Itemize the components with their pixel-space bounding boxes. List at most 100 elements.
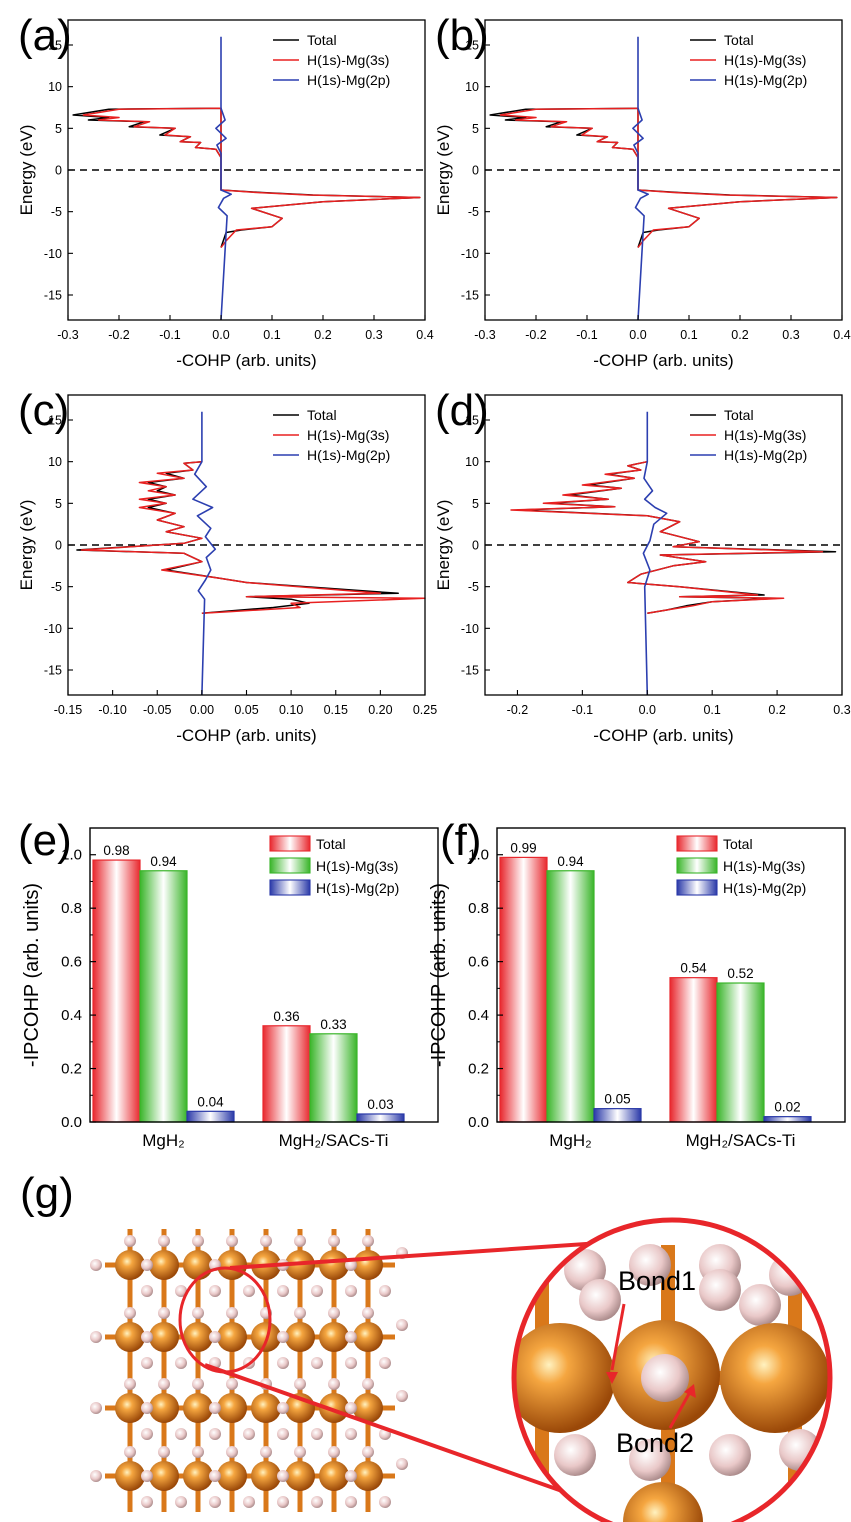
y-axis-title: -IPCOHP (arb. units) <box>21 883 43 1067</box>
mg-atom <box>285 1461 315 1491</box>
legend-entry: H(1s)-Mg(3s) <box>724 52 806 68</box>
x-tick-label: 0.0 <box>639 703 656 717</box>
mg-atom <box>183 1461 213 1491</box>
mg-atom <box>217 1322 247 1352</box>
panel-label: (b) <box>435 11 489 60</box>
mg-atom <box>319 1393 349 1423</box>
x-tick-label: 0.2 <box>731 328 748 342</box>
y-tick-label: 0.2 <box>468 1061 489 1078</box>
bar-h1s-mg3s <box>716 982 765 1123</box>
mg-atom <box>353 1393 383 1423</box>
h-atom <box>158 1446 170 1458</box>
bar-total <box>92 859 141 1123</box>
mgh2-lattice <box>90 1229 408 1512</box>
x-axis-title: -COHP (arb. units) <box>593 351 733 370</box>
h-atom <box>641 1354 689 1402</box>
y-tick-label: -15 <box>44 289 62 303</box>
h-atom <box>709 1434 751 1476</box>
x-tick-label: -0.2 <box>507 703 529 717</box>
y-tick-label: 0.4 <box>61 1007 82 1024</box>
bar-total <box>669 977 718 1123</box>
h-atom <box>328 1378 340 1390</box>
cohp-panel-a: (a) -0.3 -0.2 -0.1 0.0 0.1 0.2 0.3 0.4 15 10 5 0 -5 -1… <box>17 11 434 370</box>
legend-entry: Total <box>307 407 337 423</box>
y-tick-label: 0.8 <box>61 900 82 917</box>
x-axis-title: -COHP (arb. units) <box>176 351 316 370</box>
h-atom <box>699 1269 741 1311</box>
category-label: MgH₂ <box>549 1131 592 1150</box>
legend-swatch <box>676 835 718 852</box>
bond2-arrow <box>668 1391 692 1429</box>
category-label: MgH₂ <box>142 1131 185 1150</box>
h-atom <box>90 1331 102 1343</box>
h-atom <box>158 1378 170 1390</box>
mg-atom <box>183 1322 213 1352</box>
h-atom <box>579 1279 621 1321</box>
h-atom <box>209 1402 221 1414</box>
y-tick-label: 1.0 <box>61 847 82 864</box>
h-atom <box>260 1446 272 1458</box>
x-tick-label: 0.0 <box>629 328 646 342</box>
y-tick-label: -10 <box>461 622 479 636</box>
legend-swatch <box>676 879 718 896</box>
series-line-h1s-mg2p <box>192 411 217 696</box>
x-tick-label: 0.15 <box>324 703 348 717</box>
mg-atom <box>217 1461 247 1491</box>
h-atom <box>345 1428 357 1440</box>
h-atom <box>226 1378 238 1390</box>
mg-atom <box>319 1461 349 1491</box>
x-tick-label: -0.3 <box>474 328 496 342</box>
legend-entry: H(1s)-Mg(2p) <box>724 447 807 463</box>
x-tick-label: 0.3 <box>833 703 850 717</box>
x-tick-label: 0.2 <box>314 328 331 342</box>
y-tick-label: 5 <box>55 497 62 511</box>
h-atom <box>345 1470 357 1482</box>
x-tick-label: 0.1 <box>703 703 720 717</box>
x-tick-label: 0.4 <box>416 328 433 342</box>
y-tick-label: -5 <box>51 580 62 594</box>
legend-swatch <box>269 835 311 852</box>
y-tick-label: -10 <box>44 622 62 636</box>
mg-atom <box>623 1482 703 1522</box>
h-atom <box>243 1285 255 1297</box>
legend-entry: H(1s)-Mg(3s) <box>724 427 806 443</box>
h-atom <box>124 1378 136 1390</box>
x-tick-label: -0.2 <box>525 328 547 342</box>
y-axis-title: Energy (eV) <box>434 500 453 591</box>
h-atom <box>226 1307 238 1319</box>
y-tick-label: 15 <box>48 39 62 53</box>
y-tick-label: 0.2 <box>61 1061 82 1078</box>
x-tick-label: -0.15 <box>54 703 83 717</box>
zoom-inset: Bond1 Bond2 <box>511 1217 833 1522</box>
x-tick-label: 0.1 <box>680 328 697 342</box>
bar-value-label: 0.99 <box>510 840 536 855</box>
legend-entry: H(1s)-Mg(3s) <box>307 52 389 68</box>
mg-atom <box>353 1250 383 1280</box>
mg-atom <box>115 1461 145 1491</box>
h-atom <box>141 1402 153 1414</box>
h-atom <box>294 1307 306 1319</box>
panel-label: (c) <box>18 386 69 435</box>
panel-label: (a) <box>18 11 72 60</box>
mg-atom <box>115 1393 145 1423</box>
x-tick-label: -0.1 <box>576 328 598 342</box>
h-atom <box>158 1307 170 1319</box>
h-atom <box>294 1446 306 1458</box>
h-atom <box>379 1357 391 1369</box>
x-tick-label: 0.3 <box>782 328 799 342</box>
bar-value-label: 0.54 <box>680 961 707 976</box>
y-tick-label: 0.0 <box>468 1114 489 1131</box>
x-tick-label: -0.10 <box>98 703 127 717</box>
bond1-label: Bond1 <box>618 1266 696 1296</box>
h-atom <box>141 1357 153 1369</box>
x-tick-label: 0.00 <box>190 703 214 717</box>
y-tick-label: 0.6 <box>61 954 82 971</box>
x-tick-label: 0.4 <box>833 328 850 342</box>
h-atom <box>124 1446 136 1458</box>
bond2-arrowhead <box>684 1384 696 1398</box>
plot-frame <box>496 827 846 1123</box>
category-label: MgH₂/SACs-Ti <box>279 1131 389 1150</box>
h-atom <box>277 1331 289 1343</box>
h-atom <box>141 1259 153 1271</box>
bar-value-label: 0.05 <box>604 1092 630 1107</box>
